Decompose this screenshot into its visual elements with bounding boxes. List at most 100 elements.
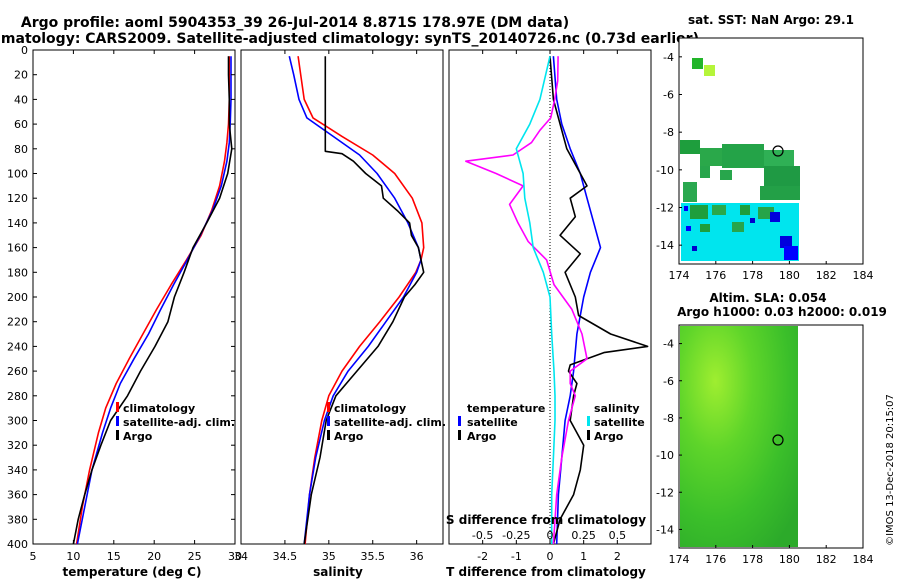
sal-legend-label-argo: Argo <box>334 430 364 443</box>
difference-series <box>464 56 649 545</box>
salinity-plot-frame <box>240 49 444 545</box>
temperature-x-ticks: 5 10 15 20 25 30 <box>30 50 242 563</box>
sst-map-title: sat. SST: NaN Argo: 29.1 <box>688 13 854 27</box>
difference-panel: -2 -1 0 1 2 S difference from climatology -0… <box>446 49 652 579</box>
depth-tick-label: 160 <box>7 242 28 255</box>
depth-tick-label: 300 <box>7 415 28 428</box>
difference-legend-salinity: salinity satellite Argo <box>587 402 645 443</box>
series-line-salinity-satellite <box>515 56 556 544</box>
depth-tick-label: 20 <box>14 69 28 82</box>
sst-argo-position-marker <box>772 145 784 157</box>
map-y-tick-label: -6 <box>663 89 674 102</box>
sla-data-field <box>680 326 798 547</box>
map-x-tick-label: 182 <box>816 553 837 566</box>
temperature-legend: climatology satellite-adj. clim. Argo <box>116 402 235 443</box>
series-line-temperature-argo <box>549 56 649 545</box>
depth-tick-label: 60 <box>14 118 28 131</box>
s-diff-tick-label: 0.25 <box>571 529 596 542</box>
salinity-x-label: salinity <box>313 565 363 579</box>
map-x-tick-label: 176 <box>705 269 726 282</box>
depth-tick-label: 80 <box>14 143 28 156</box>
sst-map-ticks: 174 176 178 180 182 184 -4 -6 -8 -10 -12 -14 <box>656 51 873 282</box>
s-diff-tick-label: -0.25 <box>502 529 530 542</box>
salinity-panel: 34 34.5 35 35.5 36 salinity climatology sate… <box>234 49 446 579</box>
x-tick-label: 34.5 <box>273 550 298 563</box>
temperature-x-label: temperature (deg C) <box>63 565 202 579</box>
map-x-tick-label: 176 <box>705 553 726 566</box>
sst-data-pixels <box>680 58 800 261</box>
title-line-1: Argo profile: aoml 5904353_39 26-Jul-201… <box>21 15 569 31</box>
series-line-climatology <box>75 56 231 545</box>
diff-legend-swatch-s-argo <box>587 430 590 440</box>
map-y-tick-label: -8 <box>663 126 674 139</box>
salinity-series <box>288 56 425 545</box>
salinity-legend: climatology satellite-adj. clim. Argo <box>327 402 446 443</box>
diff-legend-swatch-s-satellite <box>587 416 590 426</box>
x-tick-label: -1 <box>511 550 522 563</box>
legend-swatch-argo <box>116 430 119 440</box>
difference-legend-temperature: temperature satellite Argo <box>458 402 545 443</box>
map-y-tick-label: -6 <box>663 375 674 388</box>
depth-tick-label: 180 <box>7 266 28 279</box>
depth-tick-label: 360 <box>7 489 28 502</box>
diff-legend-swatch-t-argo <box>458 430 461 440</box>
s-difference-tick-labels: -0.5 -0.25 0 0.25 0.5 <box>472 529 626 542</box>
sla-argo-position-marker <box>772 434 784 446</box>
diff-legend-label-s-satellite: satellite <box>594 416 645 429</box>
x-tick-label: 34 <box>234 550 248 563</box>
x-tick-label: 35 <box>322 550 336 563</box>
s-difference-label: S difference from climatology <box>446 513 646 527</box>
temperature-series <box>72 56 233 545</box>
sal-legend-label-satellite: satellite-adj. clim. <box>334 416 446 429</box>
legend-label-climatology: climatology <box>123 402 195 415</box>
map-x-tick-label: 184 <box>853 553 874 566</box>
diff-legend-swatch-t-satellite <box>458 416 461 426</box>
x-tick-label: 10 <box>66 550 80 563</box>
map-x-tick-label: 182 <box>816 269 837 282</box>
map-x-tick-label: 178 <box>742 553 763 566</box>
depth-tick-label: 120 <box>7 192 28 205</box>
map-y-tick-label: -10 <box>656 449 674 462</box>
x-tick-label: 2 <box>614 550 621 563</box>
depth-tick-label: 40 <box>14 93 28 106</box>
series-line-temperature-satellite <box>552 56 602 545</box>
x-tick-label: 5 <box>30 550 37 563</box>
map-x-tick-label: 178 <box>742 269 763 282</box>
salinity-x-ticks: 34 34.5 35 35.5 36 <box>234 50 424 563</box>
imos-credit: ©IMOS 13-Dec-2018 20:15:07 <box>885 394 896 546</box>
depth-tick-label: 0 <box>21 44 28 57</box>
sst-map: sat. SST: NaN Argo: 29.1 <box>656 13 873 282</box>
sal-legend-label-climatology: climatology <box>334 402 406 415</box>
map-y-tick-label: -4 <box>663 51 674 64</box>
title-line-2: Climatology: CARS2009. Satellite-adjuste… <box>0 31 699 47</box>
map-y-tick-label: -14 <box>656 523 674 536</box>
map-x-tick-label: 174 <box>669 269 690 282</box>
diff-legend-salinity-title: salinity <box>594 402 640 415</box>
s-diff-tick-label: 0 <box>547 529 554 542</box>
diff-legend-label-t-satellite: satellite <box>467 416 518 429</box>
sla-map-title-2: Argo h1000: 0.03 h2000: 0.019 <box>677 305 887 319</box>
map-x-tick-label: 174 <box>669 553 690 566</box>
map-y-tick-label: -14 <box>656 239 674 252</box>
legend-label-argo: Argo <box>123 430 153 443</box>
legend-swatch-climatology <box>116 402 119 412</box>
x-tick-label: 30 <box>228 550 242 563</box>
map-x-tick-label: 180 <box>779 269 800 282</box>
sla-map: Altim. SLA: 0.054 Argo h1000: 0.03 h2000… <box>656 291 887 566</box>
diff-legend-label-s-argo: Argo <box>594 430 624 443</box>
depth-tick-label: 200 <box>7 291 28 304</box>
map-y-tick-label: -12 <box>656 486 674 499</box>
x-tick-label: 0 <box>547 550 554 563</box>
diff-legend-temperature-title: temperature <box>467 402 545 415</box>
legend-label-satellite: satellite-adj. clim. <box>123 416 235 429</box>
sal-legend-swatch-climatology <box>327 402 330 412</box>
diff-legend-label-t-argo: Argo <box>467 430 497 443</box>
depth-tick-label: 100 <box>7 168 28 181</box>
difference-x-label: T difference from climatology <box>446 565 646 579</box>
depth-tick-label: 400 <box>7 538 28 551</box>
depth-tick-label: 320 <box>7 439 28 452</box>
series-line-argo <box>72 56 233 545</box>
depth-tick-label: 140 <box>7 217 28 230</box>
series-line-argo <box>303 56 425 545</box>
